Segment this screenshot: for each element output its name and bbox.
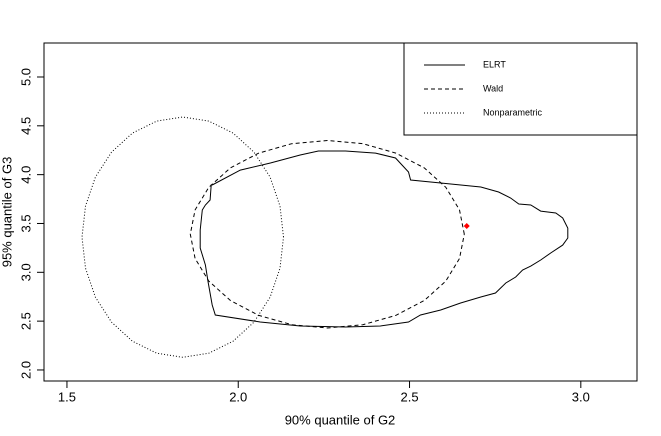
y-tick-label: 3.0 [18,263,33,281]
legend-box [403,42,638,136]
region-curve [199,150,569,328]
x-tick-label: 3.0 [572,389,590,404]
x-tick-label: 2.0 [229,389,247,404]
x-tick-label: 1.5 [58,389,76,404]
legend-label: Nonparametric [483,107,543,117]
legend-label: Wald [483,83,503,93]
y-tick-label: 2.5 [18,312,33,330]
x-tick-label: 2.5 [400,389,418,404]
region-curve [189,139,465,329]
legend-label: ELRT [483,59,506,69]
y-tick-label: 3.5 [18,214,33,232]
y-tick-label: 5.0 [18,68,33,86]
point-estimate [463,223,470,230]
region-curve [81,116,284,358]
y-tick-label: 4.0 [18,166,33,184]
y-tick-label: 4.5 [18,117,33,135]
x-axis-label: 90% quantile of G2 [285,412,396,427]
y-axis-label: 95% quantile of G3 [0,157,14,268]
y-tick-label: 2.0 [18,361,33,379]
